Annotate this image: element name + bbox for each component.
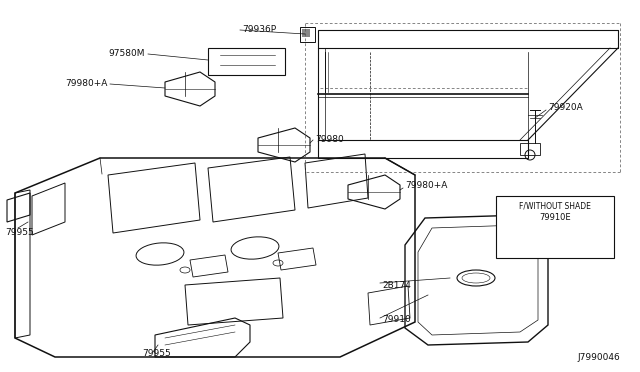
Bar (496, 196, 614, 258)
Text: 79955: 79955 (142, 349, 171, 357)
Text: 79920A: 79920A (548, 103, 583, 112)
Text: 97580M: 97580M (109, 49, 145, 58)
Text: F/WITHOUT SHADE: F/WITHOUT SHADE (519, 202, 591, 211)
Text: 79936P: 79936P (242, 25, 276, 33)
Text: 79910E: 79910E (539, 212, 571, 221)
Text: 79980+A: 79980+A (405, 182, 447, 190)
Text: 79910: 79910 (382, 315, 411, 324)
Bar (302, 29, 310, 37)
Text: J7990046: J7990046 (577, 353, 620, 362)
Text: 79955: 79955 (5, 228, 34, 237)
Text: 79980: 79980 (315, 135, 344, 144)
Text: 79980+A: 79980+A (66, 80, 108, 89)
Text: 2B174: 2B174 (382, 282, 411, 291)
